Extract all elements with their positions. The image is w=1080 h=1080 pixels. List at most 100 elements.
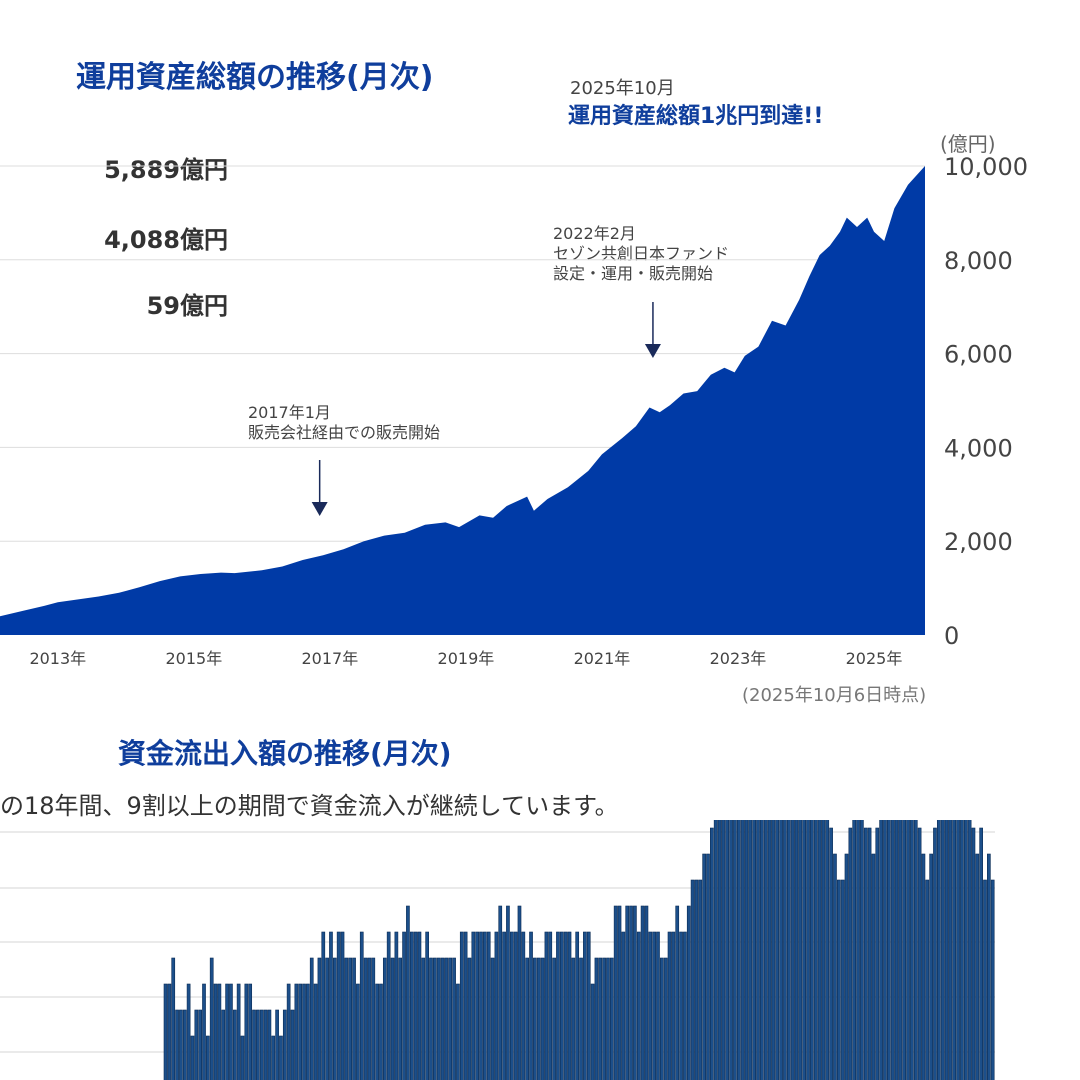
flow-bar [763, 820, 768, 1080]
flow-bar [571, 957, 576, 1080]
flow-bar [856, 820, 860, 1080]
flow-bar [871, 853, 876, 1080]
flow-bar [706, 853, 710, 1080]
flow-bar [559, 931, 564, 1080]
flow-bar [436, 957, 441, 1080]
flow-bar [667, 931, 672, 1080]
flow-bar [883, 820, 887, 1080]
flow-bar [163, 983, 168, 1080]
x-tick-label: 2021年 [574, 649, 631, 668]
flow-bar [209, 957, 214, 1080]
flow-bar [282, 1009, 287, 1080]
flow-bar [898, 820, 903, 1080]
flow-bar [298, 983, 303, 1080]
flow-bar [656, 931, 660, 1080]
flow-bar [713, 820, 718, 1080]
aum-chart-title: 運用資産総額の推移(月次) [76, 60, 434, 95]
flow-bar [840, 879, 845, 1080]
flow-bar [240, 1035, 245, 1080]
flow-bar [525, 957, 530, 1080]
flow-bar [929, 853, 933, 1080]
flow-bar [302, 983, 306, 1080]
flow-bar [344, 957, 349, 1080]
x-tick-label: 2013年 [29, 649, 86, 668]
flow-bar [540, 957, 545, 1080]
flow-bar [598, 957, 603, 1080]
flow-bar [652, 931, 656, 1080]
flow-bar [490, 957, 495, 1080]
flow-bar [271, 1035, 276, 1080]
flow-bar [190, 1035, 195, 1080]
flow-bar [379, 983, 383, 1080]
flow-bar [810, 820, 814, 1080]
flow-bar [848, 827, 853, 1080]
flow-bar [771, 820, 776, 1080]
flow-bar [279, 1035, 283, 1080]
flow-bar [352, 957, 356, 1080]
flow-bar [940, 820, 945, 1080]
flow-bar [979, 827, 983, 1080]
flow-bar [225, 983, 229, 1080]
flow-bar [779, 820, 783, 1080]
flow-bar [863, 827, 868, 1080]
flow-bar [502, 931, 506, 1080]
flow-bar [960, 820, 964, 1080]
milestone-headline: 運用資産総額1兆円到達!! [568, 104, 824, 129]
flow-bar [483, 931, 487, 1080]
flow-bar [683, 931, 687, 1080]
y-tick-label: 10,000 [944, 153, 1028, 181]
flow-bar [679, 931, 683, 1080]
flow-bar [206, 1035, 210, 1080]
flow-bar [659, 957, 664, 1080]
flow-bar [425, 931, 429, 1080]
flow-bar [790, 820, 795, 1080]
flow-bar [348, 957, 353, 1080]
flow-bar [852, 820, 857, 1080]
flow-bar [710, 827, 714, 1080]
flow-bar [875, 827, 880, 1080]
annotation-2017-line2: 販売会社経由での販売開始 [248, 423, 441, 442]
flow-bar [825, 820, 830, 1080]
flow-bar [952, 820, 957, 1080]
flow-bar [533, 957, 537, 1080]
flow-bar [686, 905, 691, 1080]
flow-bar [775, 820, 780, 1080]
annotation-2017: 2017年1月 販売会社経由での販売開始 [248, 403, 440, 443]
flow-bar [990, 879, 995, 1080]
legend-value-1: 5,889億円 [104, 156, 228, 184]
flow-bar [575, 931, 580, 1080]
flow-bar [256, 1009, 260, 1080]
flow-bar [375, 983, 379, 1080]
flow-bar [844, 853, 849, 1080]
flow-bar [963, 820, 968, 1080]
flow-bar [636, 931, 641, 1080]
flow-bar [925, 879, 930, 1080]
flow-bar [609, 957, 614, 1080]
flow-bar [448, 957, 453, 1080]
annotation-2022-line2: セゾン共創日本ファンド [553, 244, 730, 263]
flow-bar [463, 931, 468, 1080]
y-tick-label: 0 [944, 622, 959, 650]
flow-bar [317, 957, 322, 1080]
flow-bar [529, 931, 533, 1080]
flow-bar [613, 905, 618, 1080]
annotation-arrow-head [311, 502, 328, 516]
flow-bar [702, 853, 706, 1080]
flow-bar [648, 931, 653, 1080]
flow-bar [583, 931, 587, 1080]
flow-bar [956, 820, 960, 1080]
flow-bar [386, 931, 391, 1080]
flow-bar [740, 820, 745, 1080]
flow-bar [633, 905, 637, 1080]
as-of-note: (2025年10月6日時点) [742, 685, 927, 706]
flow-bar [371, 957, 376, 1080]
flow-bar [217, 983, 222, 1080]
flow-bar [621, 931, 626, 1080]
flow-bar [567, 931, 572, 1080]
flow-bar [356, 983, 360, 1080]
flow-bar [194, 1009, 199, 1080]
flow-bar [494, 931, 499, 1080]
flow-bar [586, 931, 591, 1080]
flow-bar [744, 820, 749, 1080]
y-tick-label: 4,000 [944, 434, 1013, 462]
